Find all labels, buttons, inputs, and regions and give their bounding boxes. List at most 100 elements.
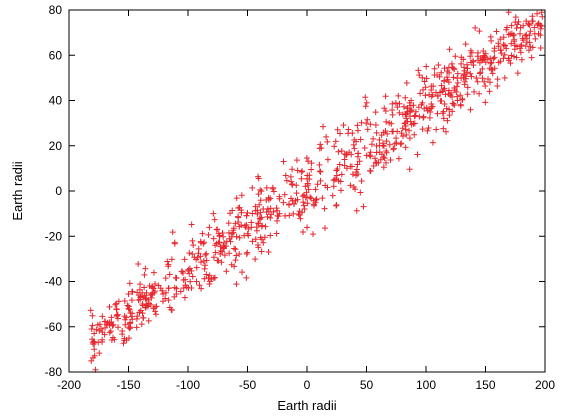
data-point [444,117,451,124]
data-point [448,89,455,96]
data-point [460,74,467,81]
data-point [440,108,447,115]
data-point [164,258,171,265]
data-point [383,118,390,125]
data-point [273,205,280,212]
data-point [312,186,319,193]
data-point [90,341,97,348]
data-point [142,265,149,272]
data-point [99,313,106,320]
data-point [283,177,290,184]
data-point [319,195,326,202]
data-point [223,238,230,245]
data-point [431,65,438,72]
data-point [523,31,530,38]
data-point [345,130,352,137]
data-point [420,114,427,121]
data-point [201,275,208,282]
data-point [497,36,504,43]
data-point [406,166,413,173]
data-point [152,280,159,287]
data-point [435,62,442,69]
data-point [126,280,133,287]
data-point [226,250,233,257]
data-point [424,127,431,134]
data-point [121,337,128,344]
data-point [429,91,436,98]
data-point [286,212,293,219]
data-point [188,285,195,292]
data-point [127,310,134,317]
data-point [216,239,223,246]
data-point [228,261,235,268]
data-point [113,306,120,313]
data-point [267,232,274,239]
data-point [433,126,440,133]
data-point [526,39,533,46]
data-point [364,116,371,123]
data-point [347,163,354,170]
data-point [89,336,96,343]
data-point [367,121,374,128]
data-point [136,309,143,316]
data-point [87,307,94,314]
data-point [491,47,498,54]
data-point [106,322,113,329]
data-point [186,249,193,256]
data-point [525,47,532,54]
data-point [479,65,486,72]
data-point [253,227,260,234]
data-point [446,69,453,76]
x-tick-label: -150 [116,378,140,392]
data-point [256,201,263,208]
data-point [335,177,342,184]
data-point [372,122,379,129]
data-point [495,40,502,47]
data-point [438,82,445,89]
data-point [335,148,342,155]
data-point [233,281,240,288]
data-point [200,257,207,264]
data-point [303,154,310,161]
data-point [394,104,401,111]
data-point [313,196,320,203]
y-tick-label: 80 [49,3,63,17]
data-point [419,99,426,106]
data-point [400,103,407,110]
data-point [139,302,146,309]
data-point [255,244,262,251]
data-point [480,48,487,55]
data-point [356,158,363,165]
data-point [458,54,465,61]
data-point [227,210,234,217]
data-point [511,46,518,53]
data-point [168,256,175,263]
data-point [443,128,450,135]
data-point [410,120,417,127]
data-point [408,106,415,113]
data-point [231,245,238,252]
data-point [125,324,132,331]
data-point [449,64,456,71]
data-point [206,224,213,231]
data-point [434,93,441,100]
y-tick-label: -80 [45,365,63,379]
data-point [273,230,280,237]
data-point [181,294,188,301]
data-point [525,21,532,28]
data-point [383,138,390,145]
data-point [126,306,133,313]
data-point [454,70,461,77]
data-point [334,166,341,173]
data-point [300,199,307,206]
data-point [373,160,380,167]
data-point [390,145,397,152]
data-point [422,92,429,99]
data-point [171,293,178,300]
data-point [220,243,227,250]
data-point [486,88,493,95]
data-point [417,90,424,97]
data-point [107,328,114,335]
data-point [396,109,403,116]
data-point [395,155,402,162]
